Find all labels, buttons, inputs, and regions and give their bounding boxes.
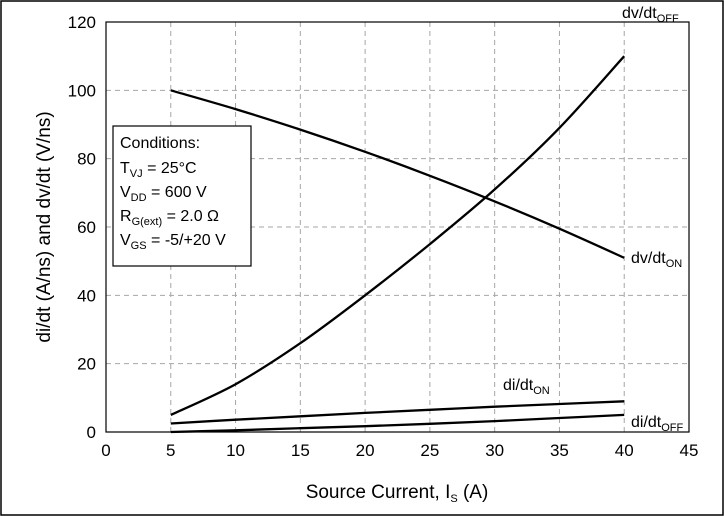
plot-area bbox=[105, 21, 690, 433]
series-label-didt-off: di/dtOFF bbox=[631, 414, 684, 434]
series-label-main: dv/dt bbox=[622, 5, 657, 22]
grid-layer bbox=[106, 22, 689, 432]
condition-subscript: DD bbox=[131, 192, 147, 204]
condition-symbol: V bbox=[120, 232, 131, 249]
condition-line: VGS = -5/+20 V bbox=[120, 232, 226, 252]
series-label-main: dv/dt bbox=[631, 250, 666, 267]
condition-value: = 600 V bbox=[147, 184, 207, 201]
series-line-dvdt-on bbox=[170, 89, 625, 259]
series-label-dvdt-on: dv/dtON bbox=[631, 250, 682, 270]
series-label-main: di/dt bbox=[503, 377, 534, 394]
x-tick-label: 30 bbox=[485, 441, 504, 460]
condition-value: = 25°C bbox=[143, 160, 197, 177]
x-tick-label: 35 bbox=[550, 441, 569, 460]
series-label-dvdt-off: dv/dtOFF bbox=[622, 5, 679, 25]
series-label-sub: OFF bbox=[661, 422, 683, 434]
y-axis-title: di/dt (A/ns) and dv/dt (V/ns) bbox=[34, 111, 55, 342]
x-tick-label: 15 bbox=[291, 441, 310, 460]
x-tick-label: 20 bbox=[356, 441, 375, 460]
condition-line: RG(ext) = 2.0 Ω bbox=[120, 208, 219, 228]
series-label-sub: ON bbox=[533, 385, 550, 397]
series-line-didt-off bbox=[170, 413, 625, 434]
x-tick-label: 25 bbox=[420, 441, 439, 460]
y-tick-label: 40 bbox=[77, 286, 96, 305]
condition-symbol: T bbox=[120, 160, 130, 177]
x-axis-title-sub: S bbox=[450, 493, 457, 505]
condition-value: = 2.0 Ω bbox=[162, 208, 219, 225]
condition-subscript: GS bbox=[131, 240, 147, 252]
series-label-sub: OFF bbox=[657, 13, 679, 25]
x-tick-label: 10 bbox=[226, 441, 245, 460]
series-label-sub: ON bbox=[666, 258, 683, 270]
conditions-box-border bbox=[112, 125, 252, 267]
x-tick-label: 45 bbox=[680, 441, 699, 460]
x-tick-label: 5 bbox=[166, 441, 175, 460]
y-tick-label: 60 bbox=[77, 218, 96, 237]
condition-line: VDD = 600 V bbox=[120, 184, 207, 204]
condition-symbol: V bbox=[120, 184, 131, 201]
x-axis-title-tail: (A) bbox=[458, 482, 489, 503]
y-tick-label: 20 bbox=[77, 355, 96, 374]
conditions-title: Conditions: bbox=[120, 135, 200, 152]
series-label-didt-on: di/dtON bbox=[503, 377, 550, 397]
y-tick-label: 80 bbox=[77, 150, 96, 169]
x-tick-label: 0 bbox=[101, 441, 110, 460]
condition-symbol: R bbox=[120, 208, 132, 225]
x-axis-title-main: Source Current, I bbox=[306, 482, 451, 503]
x-axis-title: Source Current, IS (A) bbox=[306, 482, 489, 505]
series-line-dvdt-off bbox=[170, 55, 626, 416]
condition-subscript: G(ext) bbox=[132, 216, 163, 228]
x-tick-label: 40 bbox=[615, 441, 634, 460]
y-tick-label: 100 bbox=[68, 81, 96, 100]
y-tick-label: 120 bbox=[68, 13, 96, 32]
tick-layer: 0 5 10 15 20 25 30 35 40 45 0 20 40 60 80 100 120 bbox=[68, 13, 699, 460]
y-tick-label: 0 bbox=[87, 423, 96, 442]
series-label-main: di/dt bbox=[631, 414, 662, 431]
series-line-didt-on bbox=[170, 400, 625, 425]
condition-value: = -5/+20 V bbox=[147, 232, 226, 249]
condition-subscript: VJ bbox=[130, 168, 143, 180]
condition-line: TVJ = 25°C bbox=[120, 160, 197, 180]
